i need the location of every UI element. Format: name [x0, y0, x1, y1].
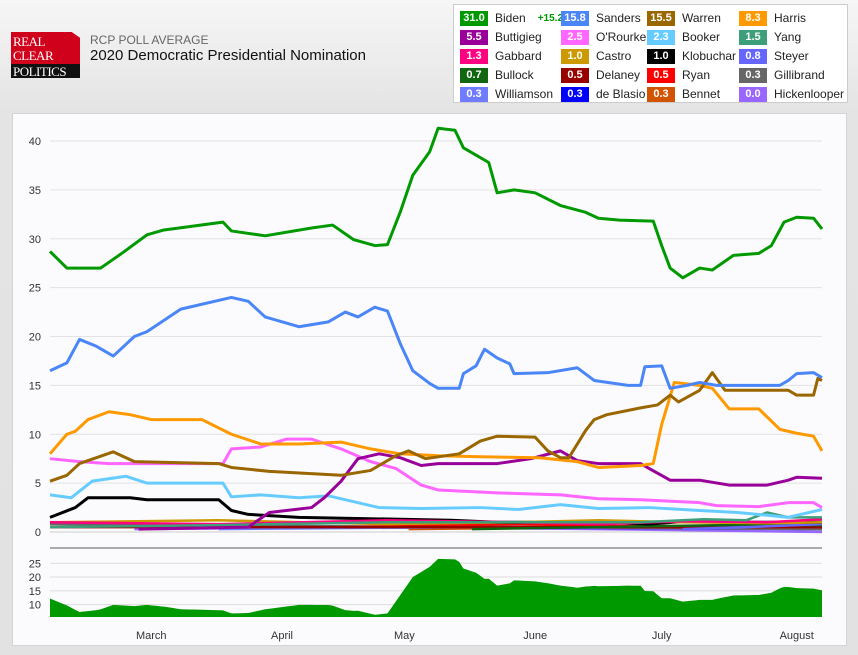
legend-value-badge: 15.5: [647, 10, 675, 26]
legend-label: Biden: [495, 11, 526, 25]
x-tick-label-april: April: [271, 630, 293, 642]
legend-item-bullock[interactable]: 0.7 Bullock: [460, 67, 534, 83]
series-line-booker: [49, 474, 823, 519]
y-tick-label: 5: [35, 478, 41, 490]
legend-item-de-blasio[interactable]: 0.3 de Blasio: [561, 86, 645, 102]
legend-value-badge: 0.0: [739, 86, 767, 102]
series-line-sanders: [49, 295, 823, 390]
y-tick-label: 20: [29, 332, 41, 344]
spread-label: +15.2: [537, 12, 564, 24]
legend-item-o-rourke[interactable]: 2.5 O'Rourke: [561, 29, 646, 45]
series-line-buttigieg: [138, 449, 823, 531]
legend-label: Ryan: [682, 68, 711, 82]
legend-item-biden[interactable]: 31.0 Biden +15.2: [460, 10, 563, 26]
legend-label: O'Rourke: [596, 30, 647, 44]
series-line-harris: [48, 380, 824, 469]
legend-item-harris[interactable]: 8.3 Harris: [739, 10, 806, 26]
spread-y-tick-label: 10: [29, 600, 41, 612]
legend-label: Booker: [682, 30, 721, 44]
legend-value-badge: 31.0: [460, 10, 488, 26]
legend-label: Steyer: [774, 49, 809, 63]
series-line-biden: [48, 126, 824, 280]
y-tick-label: 40: [29, 136, 41, 148]
legend-value-badge: 5.5: [460, 29, 488, 45]
legend-label: Warren: [682, 11, 721, 25]
legend-label: Klobuchar: [682, 49, 737, 63]
legend-item-klobuchar[interactable]: 1.0 Klobuchar: [647, 48, 736, 64]
legend-value-badge: 2.5: [561, 29, 589, 45]
series-line-warren: [49, 371, 823, 483]
legend-item-ryan[interactable]: 0.5 Ryan: [647, 67, 710, 83]
y-tick-label: 30: [29, 234, 41, 246]
legend-value-badge: 1.3: [460, 48, 488, 64]
legend-label: Hickenlooper: [774, 87, 845, 101]
legend-value-badge: 8.3: [739, 10, 767, 26]
legend-label: Gabbard: [495, 49, 542, 63]
legend-label: Sanders: [596, 11, 641, 25]
legend-item-delaney[interactable]: 0.5 Delaney: [561, 67, 640, 83]
x-tick-label-july: July: [652, 630, 672, 642]
series-line-o-rourke: [49, 437, 823, 509]
legend-label: Yang: [774, 30, 802, 44]
spread-y-tick-label: 20: [29, 572, 41, 584]
spread-y-tick-label: 15: [29, 586, 41, 598]
legend-item-gabbard[interactable]: 1.3 Gabbard: [460, 48, 542, 64]
legend-label: Castro: [596, 49, 632, 63]
legend-value-badge: 0.3: [561, 86, 589, 102]
legend: 31.0 Biden +15.2 15.8 Sanders 15.5 Warren 8.3 Ha…: [453, 4, 848, 103]
legend-value-badge: 2.3: [647, 29, 675, 45]
legend-item-buttigieg[interactable]: 5.5 Buttigieg: [460, 29, 542, 45]
legend-value-badge: 0.5: [561, 67, 589, 83]
x-tick-label-august: August: [780, 630, 814, 642]
legend-value-badge: 0.3: [460, 86, 488, 102]
x-tick-label-june: June: [523, 630, 547, 642]
y-tick-label: 15: [29, 380, 41, 392]
legend-label: Delaney: [596, 68, 641, 82]
legend-item-sanders[interactable]: 15.8 Sanders: [561, 10, 641, 26]
legend-value-badge: 1.0: [561, 48, 589, 64]
legend-value-badge: 0.3: [739, 67, 767, 83]
legend-value-badge: 15.8: [561, 10, 589, 26]
legend-label: Williamson: [495, 87, 554, 101]
x-tick-label-may: May: [394, 630, 415, 642]
legend-value-badge: 1.0: [647, 48, 675, 64]
rcp-logo[interactable]: REAL CLEAR POLITICS: [11, 32, 80, 78]
legend-value-badge: 0.5: [647, 67, 675, 83]
y-tick-label: 25: [29, 283, 41, 295]
legend-label: Gillibrand: [774, 68, 825, 82]
legend-value-badge: 0.8: [739, 48, 767, 64]
legend-value-badge: 0.3: [647, 86, 675, 102]
spread-y-tick-label: 25: [29, 558, 41, 570]
subtitle: RCP POLL AVERAGE: [90, 33, 209, 47]
y-tick-label: 10: [29, 429, 41, 441]
legend-item-gillibrand[interactable]: 0.3 Gillibrand: [739, 67, 825, 83]
legend-label: Bullock: [495, 68, 534, 82]
page-title: 2020 Democratic Presidential Nomination: [90, 47, 366, 64]
legend-label: de Blasio: [596, 87, 646, 101]
legend-item-yang[interactable]: 1.5 Yang: [739, 29, 801, 45]
legend-item-booker[interactable]: 2.3 Booker: [647, 29, 720, 45]
legend-label: Harris: [774, 11, 806, 25]
legend-item-hickenlooper[interactable]: 0.0 Hickenlooper: [739, 86, 844, 102]
legend-label: Bennet: [682, 87, 721, 101]
series-line-steyer: [682, 522, 823, 531]
legend-item-steyer[interactable]: 0.8 Steyer: [739, 48, 809, 64]
spread-area: [50, 558, 822, 617]
legend-item-bennet[interactable]: 0.3 Bennet: [647, 86, 720, 102]
legend-label: Buttigieg: [495, 30, 542, 44]
legend-value-badge: 0.7: [460, 67, 488, 83]
legend-item-williamson[interactable]: 0.3 Williamson: [460, 86, 553, 102]
y-tick-label: 0: [35, 527, 41, 539]
legend-item-castro[interactable]: 1.0 Castro: [561, 48, 631, 64]
x-tick-label-march: March: [136, 630, 167, 642]
legend-item-warren[interactable]: 15.5 Warren: [647, 10, 721, 26]
y-tick-label: 35: [29, 185, 41, 197]
legend-value-badge: 1.5: [739, 29, 767, 45]
